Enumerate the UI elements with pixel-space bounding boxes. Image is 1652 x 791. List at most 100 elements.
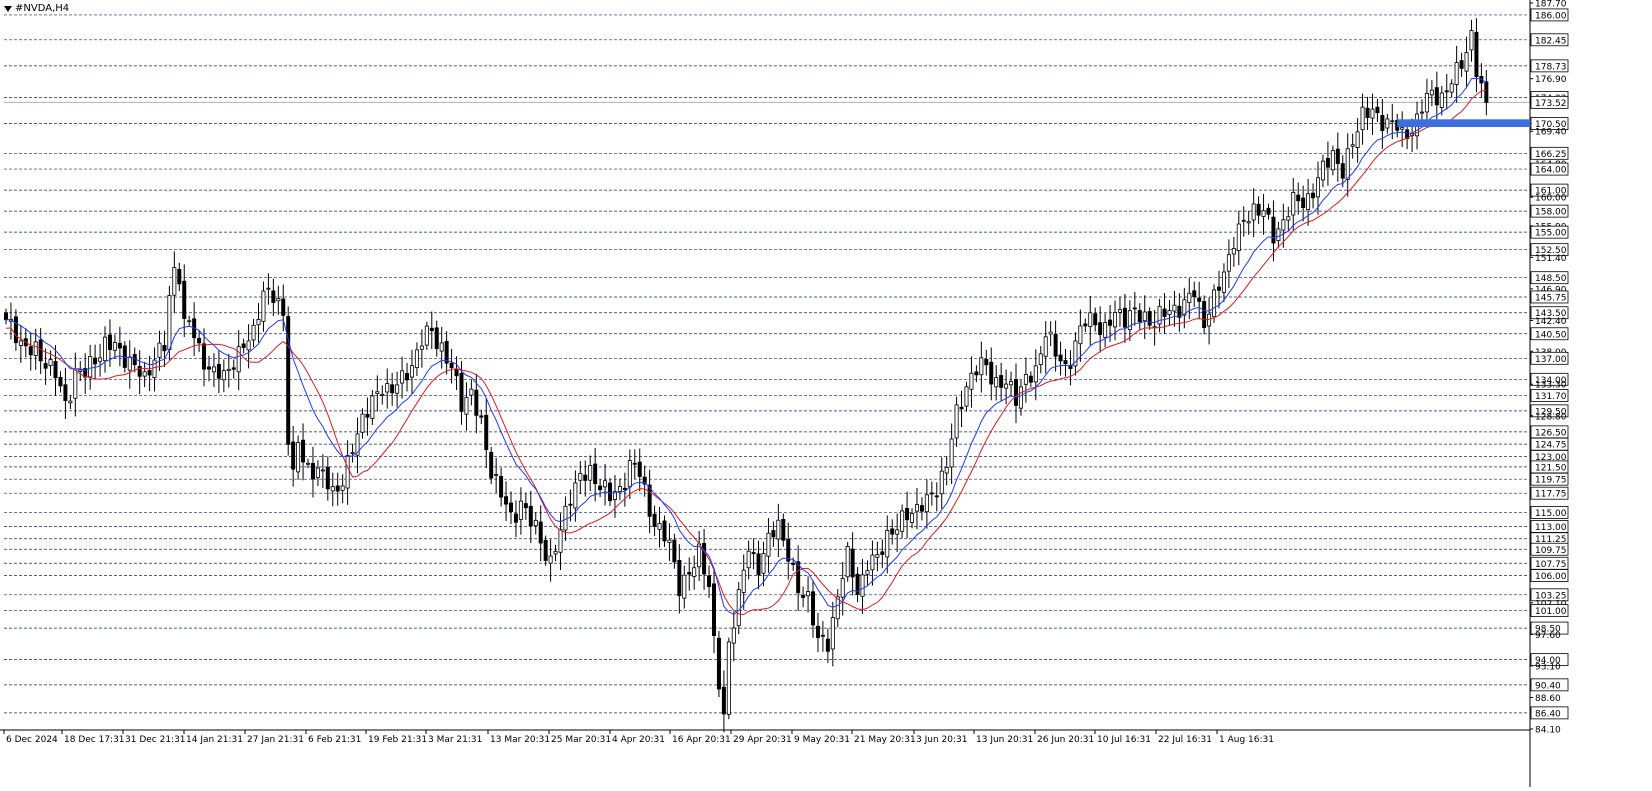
candle-body: [1355, 131, 1360, 148]
candle: [162, 330, 167, 368]
candle: [1033, 349, 1038, 401]
candle: [603, 463, 608, 506]
candle: [721, 670, 726, 733]
candle-body: [682, 574, 687, 599]
candle: [845, 541, 850, 582]
candle-body: [216, 363, 221, 379]
candle-body: [707, 575, 712, 587]
price-label-text: 107.75: [1535, 560, 1567, 570]
candle-body: [1266, 207, 1271, 215]
candle: [1236, 210, 1241, 266]
price-label: 121.50: [1530, 460, 1569, 473]
candle: [578, 460, 583, 495]
time-label: 18 Dec 17:31: [61, 730, 125, 745]
candle-body: [523, 503, 528, 509]
candle: [226, 353, 231, 388]
price-label-box: [1530, 389, 1569, 402]
candle-body: [736, 589, 741, 627]
time-label-text: 6 Dec 2024: [6, 735, 58, 745]
candle-body: [786, 539, 791, 562]
candle-body: [1241, 219, 1246, 222]
candle: [588, 455, 593, 492]
candle: [647, 469, 652, 534]
candle-body: [1038, 353, 1043, 366]
candle: [1043, 321, 1048, 374]
candle: [1306, 178, 1311, 226]
candle-body: [771, 530, 776, 538]
time-label-text: 22 Jul 16:31: [1158, 735, 1212, 745]
price-label-box: [1530, 204, 1569, 218]
candle: [1360, 93, 1365, 145]
candle: [429, 311, 434, 350]
candle-body: [152, 359, 157, 378]
price-label-text: 164.00: [1535, 166, 1567, 176]
candle-body: [761, 553, 766, 574]
candle: [202, 328, 207, 387]
candle-body: [974, 371, 979, 376]
price-label-text: 160.00: [1535, 194, 1567, 204]
candle-body: [261, 290, 266, 322]
price-label: 187.70: [1530, 0, 1567, 10]
candle-body: [1454, 62, 1459, 85]
candle: [1197, 281, 1202, 320]
candle: [206, 355, 211, 382]
candle-body: [370, 395, 375, 419]
price-label-box: [1530, 588, 1569, 602]
candle-body: [1004, 383, 1009, 389]
candle-body: [112, 342, 117, 351]
candle-body: [1419, 111, 1424, 114]
candle-body: [677, 560, 682, 597]
candle-body: [741, 569, 746, 593]
candle-body: [469, 388, 474, 396]
candle-body: [330, 486, 335, 492]
time-label-text: 13 Jun 20:31: [976, 735, 1033, 745]
candle-body: [1231, 248, 1236, 255]
candle-body: [1429, 89, 1434, 96]
price-label-box: [1530, 604, 1569, 617]
symbol-label[interactable]: #NVDA,H4: [4, 3, 69, 14]
candle-body: [454, 368, 459, 377]
candle-body: [1459, 60, 1464, 69]
candle: [1028, 371, 1033, 388]
candle: [281, 284, 286, 332]
candle: [815, 612, 820, 653]
price-label-text: 111.25: [1535, 535, 1567, 545]
candle-body: [48, 359, 53, 366]
candle: [726, 637, 731, 720]
candle-body: [553, 551, 558, 555]
candle: [33, 328, 38, 370]
price-label: 134.00: [1530, 372, 1569, 386]
candle: [944, 456, 949, 486]
candle-body: [28, 346, 33, 356]
candle: [702, 529, 707, 590]
candle: [716, 631, 721, 698]
candle: [211, 353, 216, 387]
candle: [315, 460, 320, 487]
candle-body: [335, 485, 340, 492]
price-label-text: 173.52: [1535, 99, 1567, 109]
candle-body: [53, 360, 58, 379]
dropdown-arrow-icon[interactable]: [4, 5, 12, 12]
candle: [444, 331, 449, 375]
candle-body: [1276, 228, 1281, 242]
price-axis: 187.70186.00182.45178.73176.90174.22173.…: [1530, 0, 1569, 736]
time-label-text: 3 Jun 20:31: [916, 735, 967, 745]
candle-body: [583, 474, 588, 481]
candle-body: [1053, 334, 1058, 357]
candle-body: [1103, 322, 1108, 338]
candle-body: [949, 438, 954, 468]
candle-body: [315, 467, 320, 478]
price-label: 151.40: [1530, 254, 1567, 264]
candle-body: [1360, 106, 1365, 131]
candle: [13, 309, 18, 351]
candle-body: [167, 295, 172, 351]
candle: [553, 544, 558, 562]
price-label-text: 186.00: [1535, 11, 1567, 21]
candles: [4, 18, 1489, 733]
candle-body: [4, 312, 9, 321]
candle: [310, 446, 315, 498]
price-label-text: 170.50: [1535, 120, 1567, 130]
